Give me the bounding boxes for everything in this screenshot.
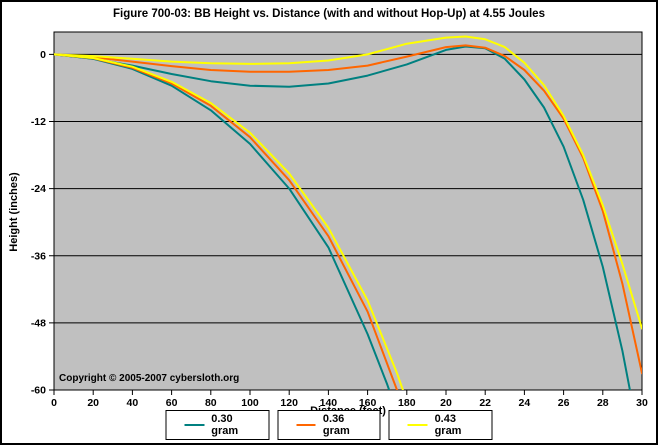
chart-title: Figure 700-03: BB Height vs. Distance (w…: [113, 8, 545, 20]
legend-label: 0.43 gram: [434, 413, 462, 437]
svg-text:-48: -48: [31, 317, 46, 329]
svg-text:20: 20: [440, 397, 452, 409]
series-line-0.43-gram-hop-up: [54, 35, 642, 330]
series-line-0.36-gram-hop-up: [54, 44, 642, 375]
svg-text:160: 160: [359, 397, 377, 409]
legend-line-swatch: [184, 424, 205, 426]
svg-text:-36: -36: [31, 250, 46, 262]
legend-item-0.36-gram: 0.36 gram: [277, 410, 381, 440]
series-line-0.43-gram-no-hop-up: [54, 53, 404, 390]
svg-text:120: 120: [280, 397, 298, 409]
svg-text:28: 28: [597, 397, 609, 409]
svg-text:0: 0: [51, 397, 57, 409]
legend-item-0.30-gram: 0.30 gram: [165, 410, 270, 440]
svg-text:100: 100: [241, 397, 259, 409]
copyright-text: Copyright © 2005-2007 cybersloth.org: [59, 373, 240, 384]
series-line-0.30-gram-hop-up: [54, 45, 631, 390]
svg-text:180: 180: [398, 397, 416, 409]
svg-text:140: 140: [320, 397, 338, 409]
svg-text:60: 60: [166, 397, 178, 409]
svg-text:26: 26: [558, 397, 570, 409]
svg-text:0: 0: [40, 49, 46, 61]
svg-text:-12: -12: [31, 116, 46, 128]
svg-text:40: 40: [127, 397, 139, 409]
legend: 0.30 gram 0.36 gram 0.43 gram: [165, 410, 493, 440]
svg-text:22: 22: [479, 397, 491, 409]
svg-text:80: 80: [205, 397, 217, 409]
legend-label: 0.36 gram: [322, 413, 350, 437]
svg-text:24: 24: [519, 397, 531, 409]
legend-line-swatch: [407, 424, 428, 426]
legend-item-0.43-gram: 0.43 gram: [388, 410, 493, 440]
svg-text:30: 30: [636, 397, 648, 409]
svg-text:-24: -24: [31, 183, 46, 195]
svg-text:20: 20: [87, 397, 99, 409]
svg-text:-60: -60: [31, 385, 46, 397]
legend-label: 0.30 gram: [211, 413, 239, 437]
legend-line-swatch: [296, 424, 316, 426]
